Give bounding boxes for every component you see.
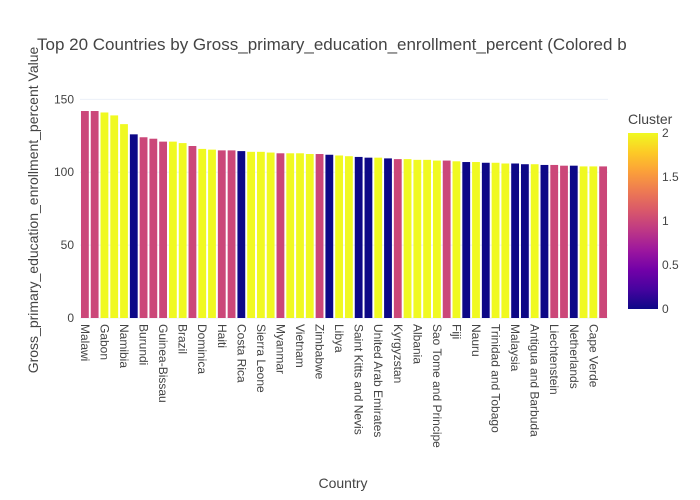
x-tick-label: Libya bbox=[332, 324, 346, 353]
x-tick-label: Zimbabwe bbox=[313, 324, 327, 380]
colorbar-tick-label: 1 bbox=[662, 214, 669, 228]
bar bbox=[256, 151, 265, 318]
bar bbox=[501, 163, 510, 318]
colorbar-tick-label: 2 bbox=[662, 126, 669, 140]
bar bbox=[374, 157, 383, 318]
bar bbox=[198, 148, 207, 318]
x-tick-label: Brazil bbox=[176, 324, 190, 354]
bar bbox=[110, 115, 119, 318]
bar bbox=[344, 156, 353, 318]
x-tick-label: Namibia bbox=[117, 324, 131, 368]
bar bbox=[472, 162, 480, 318]
bar bbox=[550, 164, 559, 318]
bar bbox=[560, 165, 568, 318]
x-tick-label: Malawi bbox=[78, 324, 92, 361]
colorbar-tick-label: 0 bbox=[662, 302, 669, 316]
x-tick-label: Netherlands bbox=[567, 324, 581, 389]
bar bbox=[247, 151, 256, 318]
bar bbox=[276, 153, 285, 318]
bar bbox=[491, 162, 500, 318]
colorbar-title: Cluster bbox=[628, 111, 673, 127]
x-tick-label: Sao Tome and Principe bbox=[430, 324, 444, 448]
bar bbox=[217, 150, 226, 318]
bar bbox=[511, 163, 520, 318]
x-tick-label: Cape Verde bbox=[586, 324, 600, 388]
bar bbox=[100, 112, 109, 318]
x-tick-label: Albania bbox=[410, 324, 424, 364]
x-tick-label: Trinidad and Tobago bbox=[489, 324, 503, 433]
bar bbox=[364, 157, 373, 318]
bar bbox=[325, 154, 334, 318]
bar bbox=[569, 165, 578, 318]
bar bbox=[90, 111, 99, 318]
x-tick-label: Malaysia bbox=[508, 324, 522, 372]
bar bbox=[305, 154, 314, 318]
y-tick-label: 0 bbox=[67, 311, 74, 325]
colorbar bbox=[628, 133, 658, 309]
colorbar-tick-label: 0.5 bbox=[662, 258, 679, 272]
x-tick-label: Kyrgyzstan bbox=[391, 324, 405, 383]
x-tick-label: Guinea-Bissau bbox=[156, 324, 170, 403]
bar bbox=[296, 153, 304, 318]
bar bbox=[423, 159, 432, 318]
bar bbox=[188, 146, 197, 318]
x-tick-label: Liechtenstein bbox=[547, 324, 561, 395]
x-tick-label: Sierra Leone bbox=[254, 324, 268, 393]
bar bbox=[120, 124, 128, 318]
chart-title: Top 20 Countries by Gross_primary_educat… bbox=[37, 35, 627, 54]
x-tick-label: Fiji bbox=[449, 324, 463, 339]
bar bbox=[579, 166, 588, 318]
bar bbox=[403, 159, 412, 318]
bar bbox=[335, 155, 344, 318]
x-tick-label: Gabon bbox=[97, 324, 111, 360]
bar bbox=[442, 160, 451, 318]
x-tick-label: Antigua and Barbuda bbox=[528, 324, 542, 437]
bar bbox=[266, 152, 275, 318]
bar bbox=[237, 151, 246, 318]
bar bbox=[413, 159, 422, 318]
bar bbox=[462, 162, 471, 318]
x-tick-label: United Arab Emirates bbox=[371, 324, 385, 437]
bar bbox=[129, 134, 138, 318]
x-tick-label: Myanmar bbox=[273, 324, 287, 374]
bar bbox=[393, 159, 402, 318]
bar bbox=[286, 153, 295, 318]
x-tick-label: Saint Kitts and Nevis bbox=[352, 324, 366, 435]
x-tick-label: Haiti bbox=[215, 324, 229, 348]
y-tick-label: 50 bbox=[61, 238, 75, 252]
bar bbox=[540, 164, 549, 318]
bar bbox=[168, 141, 177, 318]
bar bbox=[227, 150, 236, 318]
x-tick-label: Costa Rica bbox=[234, 324, 248, 383]
bar bbox=[159, 141, 168, 318]
bar bbox=[530, 164, 539, 318]
x-axis-title: Country bbox=[318, 475, 367, 491]
x-tick-label: Dominica bbox=[195, 324, 209, 374]
colorbar-tick-label: 1.5 bbox=[662, 170, 679, 184]
bar bbox=[139, 137, 148, 318]
bar bbox=[432, 160, 441, 318]
y-axis-title: Gross_primary_education_enrollment_perce… bbox=[25, 46, 41, 373]
bar bbox=[178, 143, 187, 318]
bar bbox=[589, 166, 598, 318]
bar bbox=[354, 156, 363, 318]
bar bbox=[520, 164, 529, 318]
y-tick-label: 150 bbox=[54, 92, 74, 106]
x-tick-label: Burundi bbox=[137, 324, 151, 365]
bar bbox=[481, 162, 490, 318]
bar bbox=[384, 158, 392, 318]
bar bbox=[149, 138, 158, 318]
y-tick-label: 100 bbox=[54, 165, 74, 179]
bar bbox=[599, 166, 608, 318]
x-tick-label: Vietnam bbox=[293, 324, 307, 368]
bar bbox=[315, 154, 324, 318]
bar bbox=[452, 161, 461, 318]
bar bbox=[208, 149, 216, 318]
x-tick-label: Nauru bbox=[469, 324, 483, 357]
bar bbox=[80, 111, 89, 318]
